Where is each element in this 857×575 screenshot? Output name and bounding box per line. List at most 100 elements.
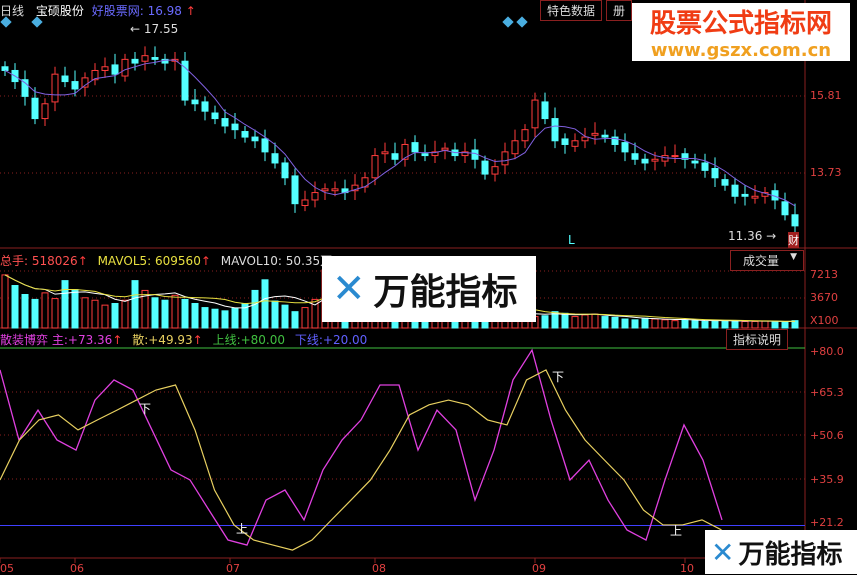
indicator-axis-label: +50.6 bbox=[810, 429, 844, 442]
volume-bar bbox=[261, 279, 269, 329]
volume-bar bbox=[121, 299, 129, 329]
candle bbox=[611, 136, 619, 145]
volume-bar bbox=[131, 280, 139, 329]
l-marker: L bbox=[568, 233, 575, 247]
volume-bar bbox=[61, 280, 69, 329]
candle bbox=[571, 140, 579, 147]
high-price-label: ← 17.55 bbox=[130, 22, 179, 36]
candle bbox=[711, 168, 719, 179]
main-label: 主: bbox=[51, 333, 68, 347]
date-label: 10 bbox=[680, 562, 694, 575]
volume-bar bbox=[31, 298, 39, 329]
volume-bar bbox=[291, 311, 299, 329]
candle bbox=[631, 153, 639, 160]
volume-bar bbox=[11, 285, 19, 329]
candle bbox=[691, 160, 699, 164]
indicator-help-button[interactable]: 指标说明 bbox=[726, 329, 789, 350]
indicator-name[interactable]: 散装博弈 bbox=[0, 333, 49, 347]
volume-bar bbox=[661, 319, 669, 329]
volume-bar bbox=[671, 320, 679, 329]
candle bbox=[251, 136, 259, 142]
indicator-axis-label: +65.3 bbox=[810, 386, 844, 399]
candle bbox=[741, 193, 749, 197]
main-value: +73.36 bbox=[67, 333, 113, 347]
dropdown-arrow-icon: ▼ bbox=[790, 252, 797, 262]
candle bbox=[331, 188, 339, 192]
price-axis-label: 13.73 bbox=[810, 166, 842, 179]
candle bbox=[621, 142, 629, 153]
date-label: 06 bbox=[70, 562, 84, 575]
volume-bar bbox=[191, 302, 199, 329]
down-marker: 下 bbox=[552, 370, 565, 384]
candle bbox=[481, 160, 489, 175]
candle bbox=[81, 77, 89, 88]
candle bbox=[151, 57, 159, 60]
candle bbox=[531, 99, 539, 129]
volume-legend: 总手: 518026↑ MAVOL5: 609560↑ MAVOL10: 50.… bbox=[0, 254, 342, 268]
volume-bar bbox=[541, 315, 549, 329]
candle bbox=[61, 75, 69, 83]
volume-bar bbox=[731, 320, 739, 329]
candle bbox=[581, 136, 589, 142]
volume-bar bbox=[791, 320, 799, 329]
retail-line bbox=[0, 369, 722, 551]
main-line bbox=[0, 348, 723, 546]
candle bbox=[601, 134, 609, 138]
indicator-axis-label: +21.2 bbox=[810, 516, 844, 529]
candle bbox=[201, 101, 209, 112]
total-volume-value: 518026 bbox=[31, 254, 78, 268]
candle bbox=[541, 101, 549, 120]
diamond-marker-icon bbox=[502, 16, 514, 28]
candle bbox=[41, 103, 49, 120]
candle bbox=[721, 179, 729, 186]
finance-marker[interactable]: 财 bbox=[788, 232, 799, 248]
candle bbox=[731, 184, 739, 197]
upper-value: +80.00 bbox=[240, 333, 286, 347]
candle bbox=[311, 192, 319, 201]
volume-bar bbox=[21, 294, 29, 329]
candle bbox=[381, 151, 389, 155]
date-label: 09 bbox=[532, 562, 546, 575]
diamond-marker-icon bbox=[31, 16, 43, 28]
volume-bar bbox=[571, 316, 579, 329]
candle bbox=[131, 58, 139, 64]
lower-label: 下线: bbox=[294, 333, 323, 347]
candle bbox=[261, 138, 269, 153]
volume-bar bbox=[701, 320, 709, 329]
retail-label: 散: bbox=[132, 333, 149, 347]
header-bar: 日线 宝硕股份 好股票网: 16.98 ↑ bbox=[0, 2, 196, 19]
volume-bar bbox=[611, 316, 619, 329]
indicator-axis-label: +80.0 bbox=[810, 345, 844, 358]
candle bbox=[391, 153, 399, 160]
price-up-arrow-icon: ↑ bbox=[185, 4, 196, 18]
volume-bar bbox=[741, 320, 749, 329]
site-watermark: 股票公式指标网 www.gszx.com.cn bbox=[632, 3, 850, 61]
mavol10-label: MAVOL10: bbox=[220, 254, 282, 268]
volume-axis-label: 7213 bbox=[810, 268, 838, 281]
toolbar-button[interactable]: 册 bbox=[606, 0, 633, 21]
candle bbox=[431, 151, 439, 157]
ma-line bbox=[4, 59, 796, 207]
candle bbox=[591, 132, 599, 136]
candle bbox=[271, 153, 279, 164]
volume-bar bbox=[711, 320, 719, 329]
volume-bar bbox=[651, 318, 659, 329]
candle bbox=[281, 162, 289, 179]
indicator-selector[interactable]: 成交量 ▼ bbox=[730, 250, 804, 271]
candle bbox=[551, 118, 559, 142]
period-label[interactable]: 日线 bbox=[0, 4, 25, 18]
volume-bar bbox=[141, 289, 149, 329]
volume-bar bbox=[201, 307, 209, 329]
volume-bar bbox=[771, 320, 779, 329]
candle bbox=[561, 138, 569, 145]
candle bbox=[511, 140, 519, 155]
mavol10-value: 50.35万 bbox=[285, 254, 333, 268]
candle bbox=[141, 55, 149, 62]
volume-bar bbox=[41, 292, 49, 329]
volume-bar bbox=[81, 297, 89, 329]
volume-axis-label: X100 bbox=[810, 314, 839, 327]
candle bbox=[441, 147, 449, 151]
watermark-url: www.gszx.com.cn bbox=[650, 40, 832, 61]
feature-data-button[interactable]: 特色数据 bbox=[540, 0, 603, 21]
